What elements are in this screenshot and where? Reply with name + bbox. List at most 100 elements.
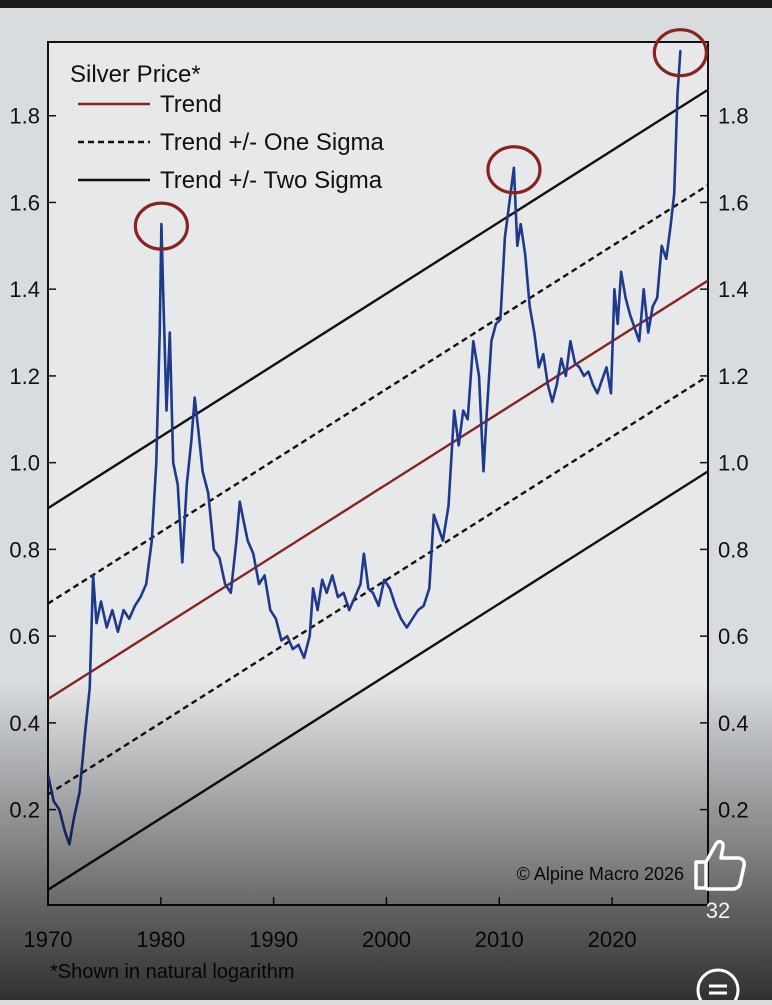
x-tick-label: 2020	[588, 927, 637, 952]
data-point	[560, 357, 563, 360]
data-point	[447, 505, 450, 507]
data-point	[610, 392, 612, 395]
data-point	[596, 392, 599, 395]
data-point	[274, 617, 277, 620]
trend-line-0	[48, 279, 708, 701]
data-point	[286, 635, 289, 638]
data-point	[605, 366, 608, 369]
data-point	[367, 587, 370, 590]
data-point	[258, 583, 260, 585]
data-point	[122, 609, 125, 612]
data-point	[462, 409, 465, 412]
data-point	[362, 552, 365, 555]
data-point	[117, 630, 119, 633]
x-tick-label: 2000	[362, 927, 411, 952]
data-point	[494, 322, 497, 325]
legend-label-2: Trend +/- Two Sigma	[160, 167, 383, 194]
data-point	[428, 587, 431, 590]
data-point	[224, 583, 227, 585]
trend-line-1	[48, 184, 708, 605]
data-point	[105, 626, 108, 629]
data-point	[165, 409, 168, 412]
data-point	[508, 201, 511, 204]
data-point	[504, 236, 506, 239]
data-point	[546, 383, 549, 386]
thumbs-up-icon[interactable]	[688, 832, 748, 896]
menu-lines-icon[interactable]	[694, 966, 742, 1005]
data-point	[485, 409, 488, 412]
data-point	[679, 49, 682, 52]
data-point	[280, 639, 283, 642]
data-point	[441, 539, 444, 542]
x-tick-label: 1970	[24, 927, 73, 952]
y-tick-label-left: 1.2	[9, 364, 40, 389]
data-point	[308, 635, 311, 638]
data-point	[269, 609, 272, 612]
like-button[interactable]: 32	[688, 832, 748, 923]
data-point	[669, 223, 672, 226]
data-point	[64, 830, 66, 833]
data-point	[490, 340, 493, 343]
data-point	[555, 383, 558, 386]
data-point	[656, 296, 659, 299]
data-point	[155, 461, 158, 464]
data-point	[405, 626, 408, 629]
data-point	[457, 444, 460, 447]
x-tick-label: 1990	[249, 927, 298, 952]
data-point	[587, 370, 590, 373]
data-point	[647, 331, 650, 334]
data-point	[437, 526, 440, 529]
legend-label-0: Trend	[160, 91, 222, 118]
data-point	[472, 340, 475, 343]
data-point	[229, 591, 232, 594]
data-point	[73, 817, 75, 820]
data-point	[417, 609, 419, 612]
data-point	[573, 362, 576, 364]
data-point	[353, 596, 356, 598]
data-point	[139, 596, 142, 598]
data-point	[551, 401, 554, 403]
data-point	[162, 288, 164, 291]
data-point	[516, 244, 519, 247]
data-point	[150, 539, 153, 542]
data-point	[145, 583, 148, 585]
data-point	[651, 305, 654, 308]
data-point	[633, 327, 636, 330]
data-point	[337, 596, 339, 598]
data-point	[519, 223, 522, 226]
data-point	[537, 366, 540, 369]
data-point	[613, 288, 616, 291]
data-point	[432, 513, 435, 516]
data-point	[665, 257, 668, 260]
data-point	[524, 253, 527, 256]
data-point	[246, 539, 249, 542]
data-point	[297, 643, 300, 646]
peak-highlight-circle	[133, 201, 189, 251]
menu-button[interactable]	[694, 966, 742, 1005]
data-point	[207, 492, 210, 494]
y-tick-label-right: 1.2	[718, 364, 749, 389]
x-tick-label: 1980	[136, 927, 185, 952]
data-point	[128, 617, 131, 620]
x-tick-label: 2010	[475, 927, 524, 952]
y-tick-label-left: 1.4	[9, 277, 40, 302]
data-point	[673, 192, 676, 195]
data-point	[158, 331, 161, 334]
footnote-text: *Shown in natural logarithm	[50, 961, 295, 983]
y-tick-label-right: 1.8	[718, 104, 749, 129]
data-point	[88, 687, 91, 690]
data-point	[303, 656, 306, 659]
data-point	[533, 331, 536, 334]
data-point	[168, 331, 171, 334]
data-point	[201, 470, 204, 473]
data-point	[316, 609, 319, 612]
data-point	[542, 353, 545, 356]
data-point	[453, 409, 456, 412]
y-tick-label-right: 1.6	[718, 190, 749, 215]
data-point	[172, 461, 175, 464]
y-tick-label-right: 0.8	[718, 537, 749, 562]
y-tick-label-left: 0.2	[9, 798, 40, 823]
data-point	[92, 574, 95, 577]
data-point	[466, 418, 469, 421]
